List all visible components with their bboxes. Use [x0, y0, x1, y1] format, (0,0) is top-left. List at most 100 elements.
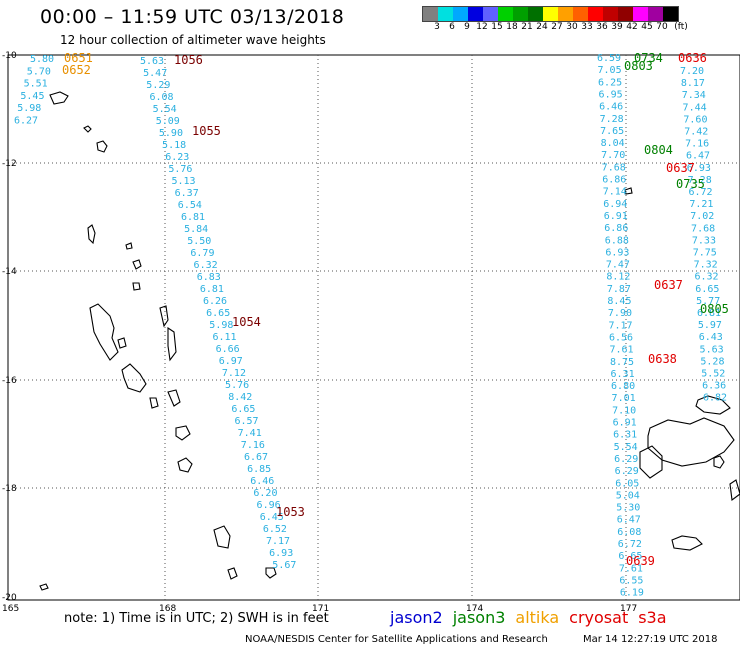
island-outline [96, 140, 108, 153]
color-scale-tick: 18 [506, 22, 518, 32]
time-label: 0652 [62, 63, 91, 77]
credit-line: NOAA/NESDIS Center for Satellite Applica… [245, 634, 548, 645]
color-scale-unit: (ft) [674, 22, 688, 32]
middle-track-value: 5.47 [143, 68, 167, 79]
time-label: 0636 [678, 51, 707, 65]
middle-track-value: 6.57 [235, 416, 259, 427]
island-outline [89, 303, 119, 361]
middle-track-value: 5.63 [140, 56, 164, 67]
west-track-value: 5.80 [30, 54, 54, 65]
color-scale-tick: 24 [536, 22, 548, 32]
middle-track-value: 5.76 [225, 380, 249, 391]
time-label: 0805 [700, 302, 729, 316]
island-outline [87, 224, 96, 245]
middle-track-value: 6.54 [178, 200, 202, 211]
east-track-value: 7.05 [598, 65, 622, 76]
middle-track-value: 6.97 [219, 356, 243, 367]
color-swatch [618, 7, 633, 21]
middle-track-value: 6.32 [194, 260, 218, 271]
east-track-value: 6.86 [602, 175, 626, 186]
island-outline [695, 395, 731, 415]
east-track-value: 6.05 [615, 478, 639, 489]
time-label: 0651 [64, 51, 93, 65]
middle-track-value: 6.85 [247, 464, 271, 475]
east-track-value: 6.25 [598, 77, 622, 88]
time-label: 0735 [676, 177, 705, 191]
color-scale-tick: 39 [611, 22, 623, 32]
middle-track-value: 6.26 [203, 296, 227, 307]
time-label: 0734 [634, 51, 663, 65]
middle-track-value: 5.13 [172, 176, 196, 187]
east-track-value: 7.90 [608, 308, 632, 319]
east2-track-value: 7.20 [680, 66, 704, 77]
middle-track-value: 6.08 [149, 92, 173, 103]
east-track-value: 7.17 [608, 320, 632, 331]
color-swatch [498, 7, 513, 21]
east2-track-value: 7.02 [690, 211, 714, 222]
color-swatch [633, 7, 648, 21]
east2-track-value: 5.77 [696, 296, 720, 307]
east2-track-value: 7.33 [692, 235, 716, 246]
color-scale-tick: 12 [476, 22, 488, 32]
island-outline [671, 535, 703, 551]
color-swatch [483, 7, 498, 21]
middle-track-value: 5.09 [156, 116, 180, 127]
satellite-jason3: jason3 [452, 608, 506, 627]
east-track-value: 6.29 [615, 466, 639, 477]
east-track-value: 7.65 [600, 126, 624, 137]
east2-track-value: 6.93 [687, 163, 711, 174]
east-track-value: 7.61 [609, 345, 633, 356]
time-label: 0804 [644, 143, 673, 157]
east-track-value: 6.88 [605, 235, 629, 246]
color-scale-tick: 3 [434, 22, 440, 32]
east2-track-value: 7.42 [684, 127, 708, 138]
island-outline [624, 187, 633, 195]
west-track-value: 6.27 [14, 116, 38, 127]
east-track-value: 7.61 [619, 563, 643, 574]
middle-track-value: 5.84 [184, 224, 208, 235]
west-track-value: 5.45 [20, 91, 44, 102]
middle-track-value: 6.79 [190, 248, 214, 259]
island-outline [167, 326, 177, 362]
color-swatch [648, 7, 663, 21]
middle-track-value: 6.23 [165, 152, 189, 163]
island-outline [713, 455, 725, 469]
timestamp: Mar 14 12:27:19 UTC 2018 [583, 634, 718, 645]
east-track-value: 8.45 [607, 296, 631, 307]
island-outline [159, 305, 169, 328]
middle-track-value: 7.12 [222, 368, 246, 379]
island-outline [49, 91, 69, 105]
page-title: 00:00 – 11:59 UTC 03/13/2018 [40, 6, 345, 28]
east-track-value: 6.56 [609, 332, 633, 343]
map-frame [7, 54, 740, 601]
east-track-value: 7.10 [612, 405, 636, 416]
east-track-value: 6.31 [611, 369, 635, 380]
lat-label: -12 [2, 159, 17, 169]
middle-track-value: 5.29 [146, 80, 170, 91]
lat-label: -14 [2, 267, 17, 277]
east-track-value: 6.47 [617, 515, 641, 526]
satellite-legend: jason2 jason3 altika cryosat s3a [390, 608, 677, 627]
middle-track-value: 8.42 [228, 392, 252, 403]
island-outline [175, 425, 191, 441]
color-swatch [573, 7, 588, 21]
east2-track-value: 7.68 [691, 223, 715, 234]
east-track-value: 6.59 [597, 53, 621, 64]
island-outline [647, 417, 735, 467]
east-track-value: 6.72 [618, 539, 642, 550]
middle-track-value: 6.46 [250, 476, 274, 487]
east-track-value: 6.93 [605, 247, 629, 258]
east-track-value: 6.91 [613, 418, 637, 429]
middle-track-value: 6.45 [260, 512, 284, 523]
time-label: 0637 [654, 278, 683, 292]
east-track-value: 8.04 [601, 138, 625, 149]
east-track-value: 6.95 [599, 89, 623, 100]
satellite-s3a: s3a [638, 608, 667, 627]
east-track-value: 6.91 [604, 211, 628, 222]
east-track-value: 5.54 [614, 442, 638, 453]
time-label: 1055 [192, 124, 221, 138]
color-swatch [468, 7, 483, 21]
island-outline [149, 397, 159, 409]
island-outline [121, 363, 147, 393]
east-track-value: 6.65 [618, 551, 642, 562]
